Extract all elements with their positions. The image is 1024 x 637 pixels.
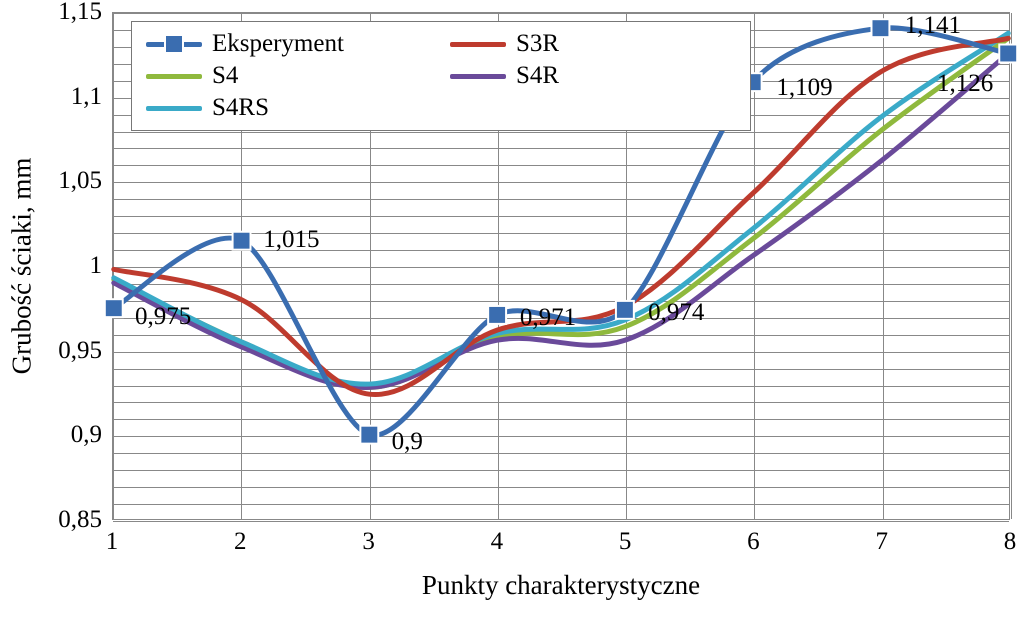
marker-eksperyment	[488, 306, 506, 324]
y-tick-label: 0,95	[2, 337, 102, 365]
marker-eksperyment	[233, 232, 251, 250]
legend-item-eksperyment: Eksperyment	[146, 28, 426, 60]
legend-swatch	[146, 106, 202, 111]
y-tick-label: 1	[2, 252, 102, 280]
x-tick-label: 5	[619, 528, 632, 556]
y-tick-label: 1,15	[2, 0, 102, 26]
x-axis-title: Punkty charakterystyczne	[422, 570, 700, 601]
data-label: 1,015	[263, 226, 319, 254]
marker-eksperyment	[871, 19, 889, 37]
chart-container: Grubość ściaki, mm 0,850,90,9511,051,11,…	[0, 0, 1024, 637]
data-label: 1,126	[937, 70, 993, 98]
data-label: 0,974	[648, 299, 704, 327]
plot-area: 0,975 1,015 0,9 0,971 0,974 1,109 1,141 1,126 E…	[112, 12, 1010, 520]
legend-item-s3r: S3R	[450, 28, 650, 60]
legend-item-s4r: S4R	[450, 60, 650, 92]
legend-label: S4R	[516, 62, 559, 90]
data-label: 0,971	[520, 304, 576, 332]
y-tick-label: 1,1	[2, 83, 102, 111]
legend-swatch	[146, 42, 202, 47]
legend-marker-square	[164, 34, 184, 54]
x-tick-label: 7	[875, 528, 888, 556]
x-tick-label: 8	[1004, 528, 1017, 556]
marker-eksperyment	[105, 299, 123, 317]
y-tick-label: 1,05	[2, 167, 102, 195]
data-label: 1,109	[776, 74, 832, 102]
legend-swatch	[450, 42, 506, 47]
grid-line-major	[113, 521, 1009, 522]
y-tick-label: 0,9	[2, 421, 102, 449]
legend-item-s4rs: S4RS	[146, 92, 269, 124]
legend-swatch	[450, 74, 506, 79]
x-tick-label: 3	[362, 528, 375, 556]
legend-label: S3R	[516, 30, 559, 58]
marker-eksperyment	[616, 301, 634, 319]
legend-label: Eksperyment	[212, 30, 344, 58]
x-tick-label: 1	[106, 528, 119, 556]
legend-label: S4RS	[212, 94, 269, 122]
legend-swatch	[146, 74, 202, 79]
legend: Eksperyment S3R S4 S4R S4RS	[131, 21, 751, 131]
marker-eksperyment	[360, 426, 378, 444]
x-tick-label: 4	[491, 528, 504, 556]
data-label: 1,141	[905, 12, 961, 40]
legend-item-s4: S4	[146, 60, 426, 92]
marker-eksperyment	[999, 45, 1017, 63]
x-tick-label: 6	[747, 528, 760, 556]
grid-line-vertical	[1011, 13, 1012, 519]
data-label: 0,975	[135, 303, 191, 331]
x-tick-label: 2	[234, 528, 247, 556]
y-tick-label: 0,85	[2, 506, 102, 534]
legend-label: S4	[212, 62, 238, 90]
data-label: 0,9	[392, 428, 423, 456]
